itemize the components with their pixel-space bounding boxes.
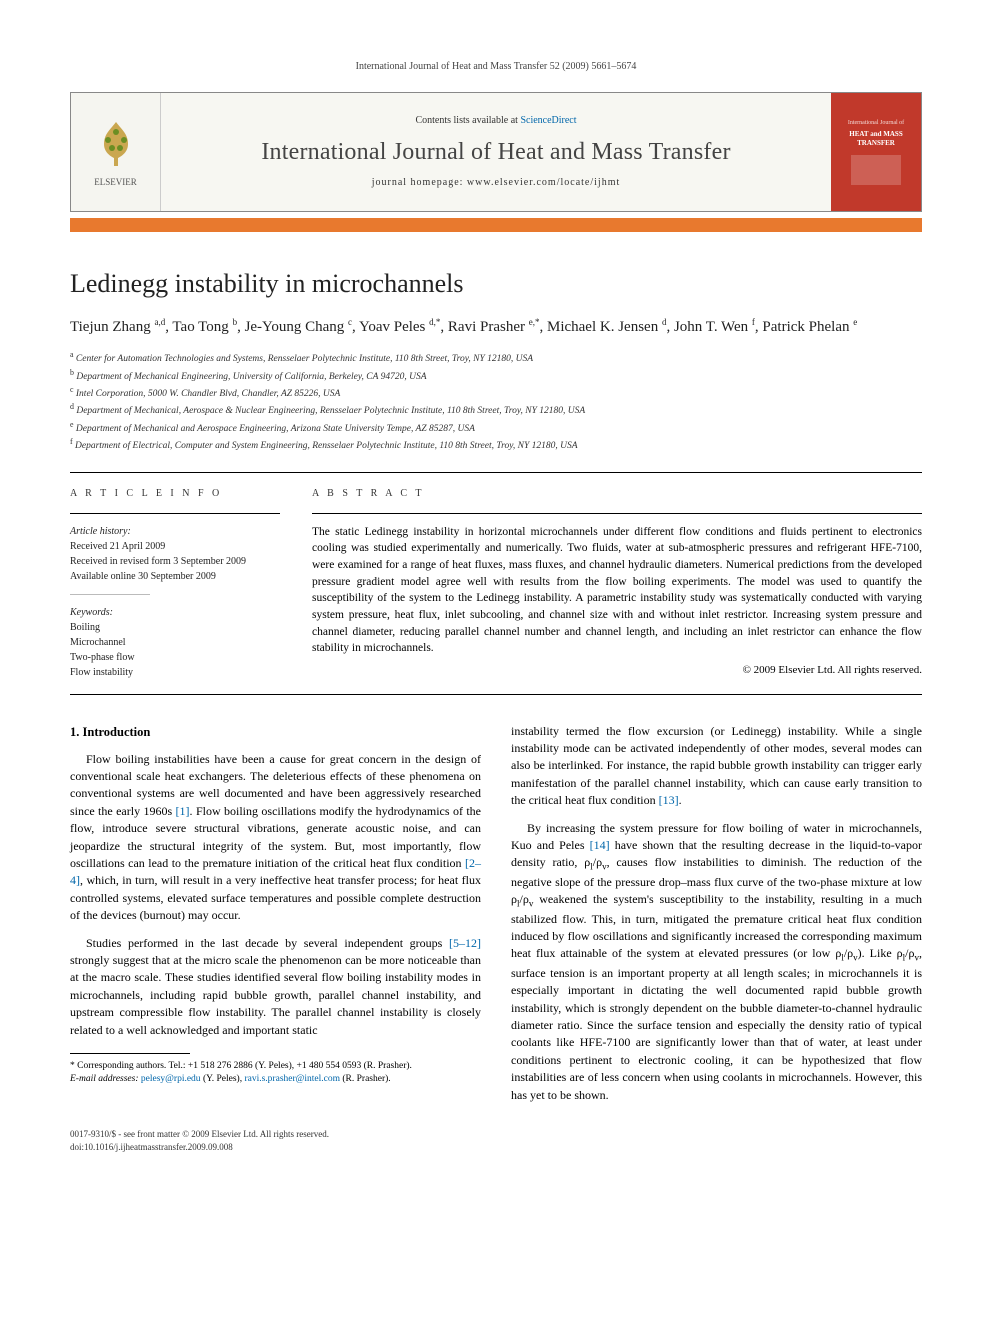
abstract-copyright: © 2009 Elsevier Ltd. All rights reserved… (312, 663, 922, 678)
keyword-item: Flow instability (70, 667, 133, 678)
orange-accent-bar (70, 218, 922, 232)
citation[interactable]: [13] (659, 793, 679, 807)
publisher-logo-block: ELSEVIER (71, 93, 161, 211)
email-who: (R. Prasher). (342, 1074, 390, 1084)
article-title: Ledinegg instability in microchannels (70, 266, 922, 302)
citation[interactable]: [14] (590, 838, 610, 852)
cover-title: HEAT and MASS TRANSFER (835, 130, 917, 147)
email-who: (Y. Peles), (203, 1074, 242, 1084)
body-two-column: 1. Introduction Flow boiling instabiliti… (70, 723, 922, 1114)
keywords-label: Keywords: (70, 607, 113, 618)
left-column: 1. Introduction Flow boiling instabiliti… (70, 723, 481, 1114)
contents-prefix: Contents lists available at (415, 115, 520, 126)
contents-available: Contents lists available at ScienceDirec… (415, 114, 576, 128)
right-column: instability termed the flow excursion (o… (511, 723, 922, 1114)
banner-center: Contents lists available at ScienceDirec… (161, 93, 831, 211)
abstract-column: A B S T R A C T The static Ledinegg inst… (312, 487, 922, 680)
email-line: E-mail addresses: pelesy@rpi.edu (Y. Pel… (70, 1073, 481, 1086)
abstract-text: The static Ledinegg instability in horiz… (312, 524, 922, 657)
email-label: E-mail addresses: (70, 1074, 139, 1084)
publisher-name: ELSEVIER (94, 176, 137, 189)
email-link[interactable]: ravi.s.prasher@intel.com (244, 1074, 340, 1084)
abstract-head: A B S T R A C T (312, 487, 922, 501)
history-divider (70, 594, 150, 595)
email-link[interactable]: pelesy@rpi.edu (141, 1074, 201, 1084)
article-info-head: A R T I C L E I N F O (70, 487, 280, 501)
issn-line: 0017-9310/$ - see front matter © 2009 El… (70, 1128, 922, 1141)
history-item: Available online 30 September 2009 (70, 571, 216, 582)
keyword-item: Two-phase flow (70, 652, 135, 663)
citation[interactable]: [1] (176, 804, 190, 818)
journal-homepage: journal homepage: www.elsevier.com/locat… (372, 176, 621, 190)
journal-banner: ELSEVIER Contents lists available at Sci… (70, 92, 922, 212)
sciencedirect-link[interactable]: ScienceDirect (520, 115, 576, 126)
history-label: Article history: (70, 526, 131, 537)
keyword-lines: Boiling Microchannel Two-phase flow Flow in… (70, 622, 135, 678)
keyword-item: Boiling (70, 622, 100, 633)
citation[interactable]: [2–4] (70, 856, 481, 887)
body-paragraph: By increasing the system pressure for fl… (511, 820, 922, 1104)
elsevier-tree-icon (92, 116, 140, 172)
authors-line: Tiejun Zhang a,d, Tao Tong b, Je-Young C… (70, 316, 922, 339)
affiliation-line: a Center for Automation Technologies and… (70, 349, 922, 366)
history-lines: Received 21 April 2009 Received in revise… (70, 541, 246, 582)
journal-name: International Journal of Heat and Mass T… (261, 136, 730, 170)
page-footer: 0017-9310/$ - see front matter © 2009 El… (70, 1128, 922, 1153)
cover-graphic (851, 155, 901, 185)
corresponding-note: * Corresponding authors. Tel.: +1 518 27… (70, 1060, 481, 1073)
keyword-item: Microchannel (70, 637, 126, 648)
doi-line: doi:10.1016/j.ijheatmasstransfer.2009.09… (70, 1141, 922, 1154)
affiliation-line: b Department of Mechanical Engineering, … (70, 367, 922, 384)
rule-bottom (70, 694, 922, 695)
history-item: Received 21 April 2009 (70, 541, 165, 552)
info-rule (70, 513, 280, 514)
body-paragraph: Studies performed in the last decade by … (70, 935, 481, 1039)
history-item: Received in revised form 3 September 200… (70, 556, 246, 567)
abstract-rule (312, 513, 922, 514)
citation[interactable]: [5–12] (449, 936, 481, 950)
affiliation-line: f Department of Electrical, Computer and… (70, 436, 922, 453)
article-info-column: A R T I C L E I N F O Article history: R… (70, 487, 280, 680)
body-paragraph: instability termed the flow excursion (o… (511, 723, 922, 810)
journal-cover-thumb: International Journal of HEAT and MASS T… (831, 93, 921, 211)
footnote-separator (70, 1053, 190, 1054)
body-paragraph: Flow boiling instabilities have been a c… (70, 751, 481, 925)
affiliation-line: d Department of Mechanical, Aerospace & … (70, 401, 922, 418)
affiliations-block: a Center for Automation Technologies and… (70, 349, 922, 453)
footnotes: * Corresponding authors. Tel.: +1 518 27… (70, 1060, 481, 1087)
affiliation-line: e Department of Mechanical and Aerospace… (70, 419, 922, 436)
cover-small-text: International Journal of (848, 119, 904, 127)
running-header: International Journal of Heat and Mass T… (70, 60, 922, 74)
affiliation-line: c Intel Corporation, 5000 W. Chandler Bl… (70, 384, 922, 401)
section-1-title: 1. Introduction (70, 723, 481, 741)
